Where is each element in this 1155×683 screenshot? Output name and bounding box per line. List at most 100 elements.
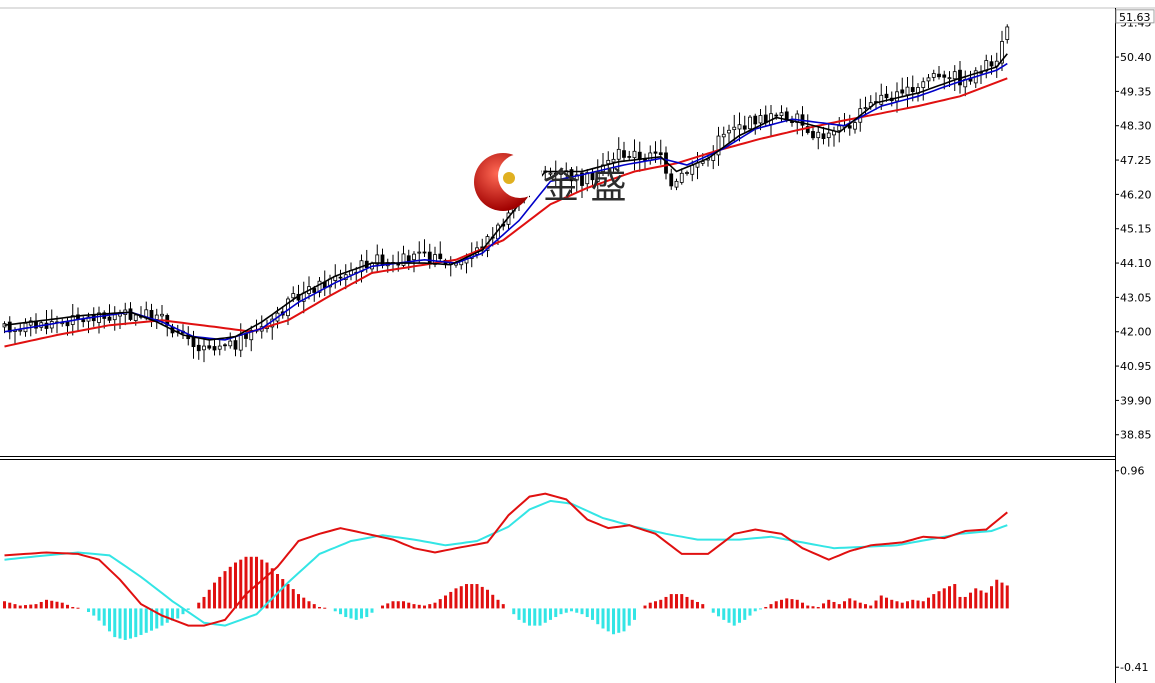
histogram-bar-negative [528,608,531,626]
candle-down [438,253,443,260]
histogram-bar-negative [113,608,117,638]
histogram-bar-positive [276,574,279,609]
candle-up [154,314,159,320]
histogram-bar-positive [3,601,6,609]
histogram-bar-positive [318,606,321,609]
candle-up [732,126,737,131]
candle-up [737,124,742,130]
candle-down [658,152,663,156]
histogram-bar-negative [102,608,106,626]
histogram-bar-positive [696,601,699,609]
histogram-bar-positive [664,596,668,609]
candle-down [942,74,947,78]
histogram-bar-positive [932,594,936,609]
histogram-bar-negative [87,608,90,613]
histogram-bar-positive [780,599,783,609]
histogram-bar-positive [423,605,426,609]
histogram-bar-positive [963,596,967,609]
histogram-bar-positive [386,603,390,609]
candle-up [816,131,821,139]
histogram-bar-positive [60,602,64,609]
histogram-bar-positive [8,602,12,609]
histogram-bar-positive [286,584,290,609]
candle-down [107,316,112,321]
histogram-bar-negative [559,608,563,615]
histogram-bar-positive [228,566,232,609]
candle-up [679,172,684,183]
histogram-bar-positive [281,579,285,609]
price-tick-label: 45.15 [1120,223,1152,236]
candle-up [947,77,952,80]
candle-up [217,345,222,350]
histogram-bar-positive [864,604,867,609]
histogram-bar-negative [617,608,621,633]
candle-down [207,345,212,349]
histogram-bar-positive [407,602,411,609]
histogram-bar-positive [459,586,463,609]
histogram-bar-negative [543,608,547,623]
candle-down [212,346,217,351]
histogram-bar-positive [701,604,705,609]
price-panel[interactable]: 51.4550.4049.3548.3047.2546.2045.1544.10… [0,7,1155,683]
candle-down [910,87,915,93]
candle-up [690,164,695,175]
histogram-bar-positive [837,604,841,609]
histogram-bar-negative [339,608,342,615]
histogram-bar-negative [633,608,636,620]
histogram-bar-positive [906,601,909,609]
candle-up [826,132,831,139]
histogram-bar-negative [591,608,594,620]
histogram-bar-positive [428,604,432,609]
histogram-bar-positive [654,601,657,609]
histogram-bar-negative [622,608,626,632]
histogram-bar-negative [92,608,96,616]
histogram-bar-positive [491,594,495,609]
candle-down [223,344,227,347]
histogram-bar-positive [795,599,799,609]
histogram-bar-positive [942,588,946,609]
histogram-bar-positive [438,599,442,609]
candle-down [338,276,343,279]
candle-down [312,288,317,293]
histogram-bar-negative [365,608,369,618]
candle-down [65,321,70,327]
histogram-bar-negative [344,608,348,618]
histogram-bar-positive [958,596,962,609]
candle-down [7,321,12,333]
histogram-bar-positive [45,599,48,609]
price-tick-label: 40.95 [1120,360,1152,373]
price-tick-label: 46.20 [1120,188,1152,201]
histogram-bar-positive [381,605,384,609]
histogram-bar-positive [223,571,227,609]
candle-up [86,316,91,322]
histogram-bar-negative [538,608,542,626]
candle-up [727,129,731,134]
histogram-bar-negative [150,608,153,631]
histogram-bar-positive [974,588,978,609]
histogram-bar-positive [848,598,852,609]
price-tick-label: 39.90 [1120,394,1152,407]
histogram-bar-negative [144,608,148,633]
price-tick-label: 47.25 [1120,154,1152,167]
histogram-bar-negative [759,608,762,610]
histogram-bar-negative [155,608,159,629]
oscillator-panel[interactable]: 0.96 -0.41 [3,465,1148,674]
candle-up [853,122,857,130]
histogram-bar-positive [29,604,33,609]
histogram-bar-positive [239,559,243,609]
histogram-bar-positive [948,586,951,609]
candle-down [805,126,810,133]
candle-up [648,152,653,161]
histogram-bar-negative [601,608,605,629]
histogram-bar-positive [900,602,904,609]
candle-up [249,329,254,341]
histogram-bar-negative [522,608,526,623]
macd-line [4,492,1008,627]
histogram-bar-positive [911,599,915,609]
candle-up [1005,26,1010,40]
histogram-bar-positive [244,556,248,609]
histogram-bar-negative [612,608,615,635]
histogram-bar-positive [1000,582,1004,609]
signal-line [4,499,1008,627]
